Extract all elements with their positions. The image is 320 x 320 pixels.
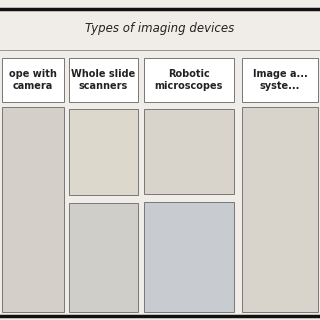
Text: Whole slide
scanners: Whole slide scanners [71, 69, 135, 91]
Bar [69, 58, 138, 102]
Bar [242, 107, 318, 312]
Bar [242, 58, 318, 102]
Text: ope with
camera: ope with camera [9, 69, 57, 91]
Bar [69, 203, 138, 312]
Text: Types of imaging devices: Types of imaging devices [85, 22, 235, 35]
Bar [144, 58, 234, 102]
Bar [69, 109, 138, 195]
Text: Image a...
syste...: Image a... syste... [252, 69, 308, 91]
Text: Robotic
microscopes: Robotic microscopes [155, 69, 223, 91]
Bar [2, 107, 64, 312]
Bar [144, 109, 234, 194]
Bar [2, 58, 64, 102]
Bar [144, 202, 234, 312]
